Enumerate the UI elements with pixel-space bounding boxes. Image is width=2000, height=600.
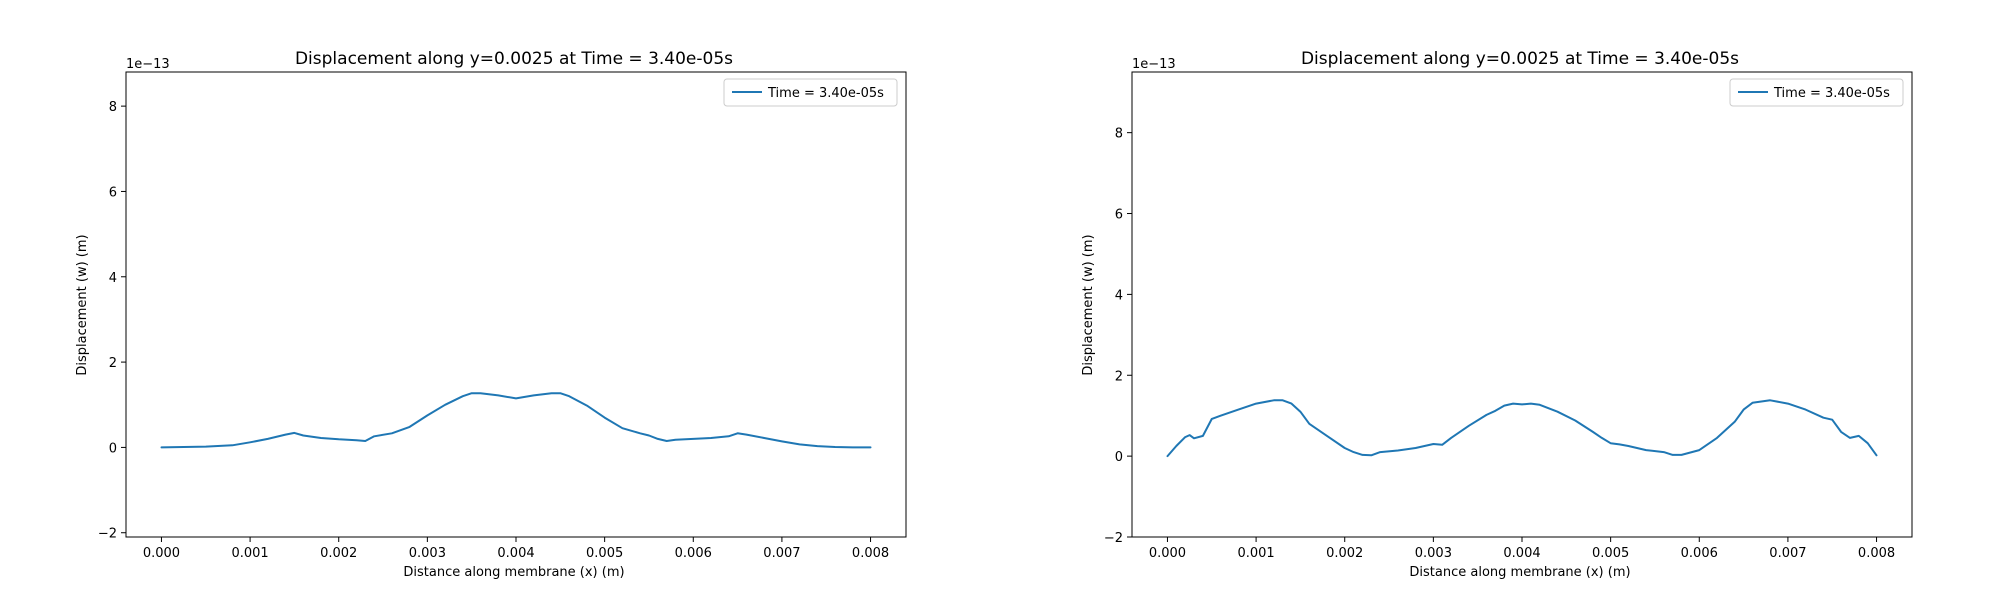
legend-box-1 — [723, 78, 898, 107]
y-offset-label-1: 1e−13 — [126, 57, 170, 72]
chart-title-2: Displacement along y=0.0025 at Time = 3.… — [1301, 49, 1739, 69]
legend-box-2 — [1729, 78, 1904, 107]
x-tick-label: 0.000 — [143, 546, 180, 561]
x-tick-label: 0.006 — [675, 546, 712, 561]
x-axis-label-2: Distance along membrane (x) (m) — [1409, 565, 1630, 580]
chart-panel-2: Displacement along y=0.0025 at Time = 3.… — [1081, 49, 1913, 580]
y-tick-label: −2 — [1104, 531, 1123, 546]
x-tick-label: 0.004 — [1503, 546, 1540, 561]
x-tick-label: 0.006 — [1681, 546, 1718, 561]
y-tick-label: 4 — [109, 271, 117, 286]
x-tick-label: 0.007 — [1769, 546, 1806, 561]
x-axis-label-1: Distance along membrane (x) (m) — [403, 565, 624, 580]
plot-area-1: 0.000 0.001 0.002 0.003 0.004 0.005 0.006 0.007… — [98, 71, 907, 561]
y-tick-label: 8 — [1115, 127, 1123, 142]
y-tick-label: 2 — [1115, 369, 1123, 384]
chart-title-1: Displacement along y=0.0025 at Time = 3.… — [295, 49, 733, 69]
legend-2: Time = 3.40e-05s — [1729, 78, 1904, 107]
x-tick-label: 0.003 — [1415, 546, 1452, 561]
y-tick-label: 4 — [1115, 288, 1123, 303]
y-offset-label-2: 1e−13 — [1132, 57, 1176, 72]
x-tick-label: 0.000 — [1149, 546, 1186, 561]
y-tick-label: 6 — [109, 185, 117, 200]
legend-label-1: Time = 3.40e-05s — [767, 86, 884, 101]
x-tick-label: 0.005 — [1592, 546, 1629, 561]
plot-area-2: 0.000 0.001 0.002 0.003 0.004 0.005 0.006 0.007… — [1104, 71, 1913, 561]
x-tick-label: 0.005 — [586, 546, 623, 561]
series-line — [160, 392, 872, 449]
legend-1: Time = 3.40e-05s — [723, 78, 898, 107]
x-tick-label: 0.008 — [1858, 546, 1895, 561]
y-tick-label: 6 — [1115, 208, 1123, 223]
y-tick-label: 0 — [1115, 450, 1123, 465]
x-tick-label: 0.002 — [1326, 546, 1363, 561]
series-line — [1166, 399, 1878, 458]
y-axis-label-2: Displacement (w) (m) — [1081, 234, 1096, 375]
y-tick-label: −2 — [98, 527, 117, 542]
y-tick-label: 8 — [109, 100, 117, 115]
y-tick-label: 0 — [109, 441, 117, 456]
x-tick-label: 0.001 — [1237, 546, 1274, 561]
x-tick-label: 0.004 — [497, 546, 534, 561]
x-tick-label: 0.001 — [231, 546, 268, 561]
chart-panel-1: Displacement along y=0.0025 at Time = 3.… — [75, 49, 907, 580]
x-tick-label: 0.002 — [320, 546, 357, 561]
y-tick-label: 2 — [109, 356, 117, 371]
legend-label-2: Time = 3.40e-05s — [1773, 86, 1890, 101]
x-tick-label: 0.008 — [852, 546, 889, 561]
x-tick-label: 0.003 — [409, 546, 446, 561]
y-axis-label-1: Displacement (w) (m) — [75, 234, 90, 375]
x-tick-label: 0.007 — [763, 546, 800, 561]
